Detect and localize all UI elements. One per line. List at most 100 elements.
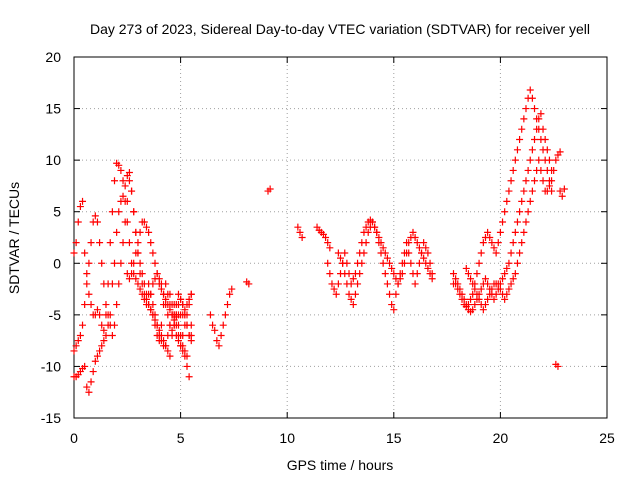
data-point xyxy=(347,295,355,303)
data-point xyxy=(345,290,353,298)
data-point xyxy=(509,275,517,283)
data-point xyxy=(76,203,84,211)
data-point xyxy=(341,249,349,257)
data-point xyxy=(89,368,97,376)
data-point xyxy=(390,270,398,278)
data-point xyxy=(358,259,366,267)
data-point xyxy=(140,218,148,226)
data-point xyxy=(93,218,101,226)
data-point xyxy=(386,259,394,267)
data-point xyxy=(179,311,187,319)
data-point xyxy=(79,197,87,205)
data-point xyxy=(524,208,532,216)
data-point xyxy=(111,177,119,185)
data-point xyxy=(164,331,172,339)
data-point xyxy=(130,259,138,267)
data-point xyxy=(481,275,489,283)
data-point xyxy=(153,270,161,278)
data-point xyxy=(368,218,376,226)
data-point xyxy=(337,254,344,262)
data-point xyxy=(93,352,101,360)
data-point xyxy=(181,306,189,314)
data-point xyxy=(373,228,381,236)
data-point xyxy=(503,290,511,298)
data-point xyxy=(349,301,357,309)
data-point xyxy=(91,212,99,220)
data-point xyxy=(224,301,232,309)
data-point xyxy=(513,146,521,154)
data-point xyxy=(531,105,539,113)
data-point xyxy=(147,239,155,247)
data-point xyxy=(185,295,193,303)
data-point xyxy=(119,177,127,185)
data-point xyxy=(490,244,498,252)
data-point xyxy=(119,192,127,200)
data-point xyxy=(413,270,421,278)
data-point xyxy=(383,280,391,288)
data-point xyxy=(136,228,144,236)
data-point xyxy=(187,331,195,339)
data-point xyxy=(187,290,195,298)
data-point xyxy=(160,290,168,298)
data-point xyxy=(102,331,110,339)
data-point xyxy=(509,239,517,247)
data-point xyxy=(386,290,394,298)
data-point xyxy=(503,264,511,272)
data-point xyxy=(505,187,513,195)
data-point xyxy=(328,280,336,288)
data-point xyxy=(499,218,507,226)
data-point xyxy=(513,218,521,226)
data-point xyxy=(206,311,214,319)
data-point xyxy=(324,259,332,267)
data-point xyxy=(420,239,428,247)
data-point xyxy=(177,342,185,350)
data-point xyxy=(96,347,104,355)
data-point xyxy=(490,295,498,303)
data-point xyxy=(85,290,93,298)
data-point xyxy=(507,177,515,185)
data-point xyxy=(72,342,80,350)
data-point xyxy=(324,239,332,247)
data-point xyxy=(494,239,502,247)
data-point xyxy=(151,259,159,267)
data-point xyxy=(505,285,513,293)
data-point xyxy=(76,331,84,339)
data-point xyxy=(81,301,89,309)
data-point xyxy=(469,280,477,288)
data-point xyxy=(537,136,545,144)
data-point xyxy=(499,275,507,283)
data-point xyxy=(511,270,519,278)
data-point xyxy=(464,301,472,309)
data-point xyxy=(496,228,504,236)
data-point xyxy=(132,249,140,257)
data-point xyxy=(407,259,415,267)
grid-lines xyxy=(74,57,607,418)
data-point xyxy=(174,331,182,339)
data-point xyxy=(326,244,334,252)
data-point xyxy=(81,249,89,257)
data-point xyxy=(102,301,110,309)
data-point xyxy=(507,280,515,288)
data-point xyxy=(452,280,460,288)
data-point xyxy=(115,280,123,288)
data-point xyxy=(121,182,129,190)
data-point xyxy=(172,321,180,329)
data-point xyxy=(556,148,564,156)
data-point xyxy=(108,331,116,339)
data-point xyxy=(326,270,334,278)
data-point xyxy=(411,280,419,288)
y-axis-label: SDTVAR / TECUs xyxy=(6,182,22,294)
data-point xyxy=(100,280,108,288)
series-0 xyxy=(70,159,195,360)
data-point xyxy=(501,270,509,278)
data-point xyxy=(221,311,229,319)
data-point xyxy=(123,197,131,205)
data-point xyxy=(166,306,174,314)
data-point xyxy=(162,295,170,303)
data-point xyxy=(322,234,330,241)
data-point xyxy=(185,373,193,381)
data-point xyxy=(166,290,174,298)
data-point xyxy=(356,270,364,278)
data-point xyxy=(409,228,417,236)
